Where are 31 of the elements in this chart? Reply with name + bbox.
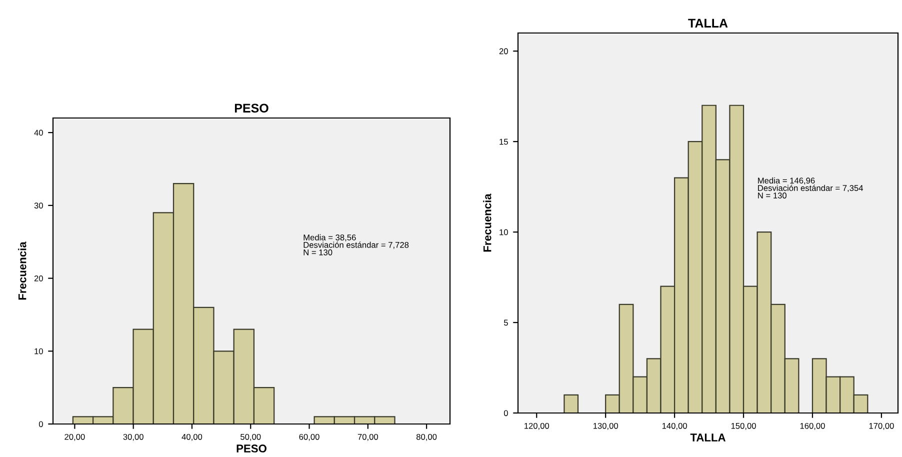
- x-tick-label: 50,00: [240, 434, 261, 441]
- y-axis-title: Frecuencia: [483, 194, 492, 252]
- y-tick-label: 0: [504, 410, 508, 416]
- x-tick-label: 20,00: [64, 434, 85, 441]
- x-tick-label: 120,00: [524, 422, 550, 430]
- y-tick-label: 5: [504, 320, 508, 326]
- y-tick-label: 10: [500, 229, 508, 236]
- x-tick-label: 130,00: [593, 422, 618, 430]
- x-tick-label: 30,00: [123, 434, 144, 441]
- y-tick-label: 0: [38, 421, 43, 428]
- chart-title: PESO: [234, 104, 268, 113]
- y-tick-label: 20: [499, 48, 508, 54]
- x-tick-label: 60,00: [299, 434, 320, 441]
- x-tick-label: 40,00: [182, 434, 202, 441]
- y-tick-label: 20: [34, 275, 43, 282]
- y-axis-title: Frecuencia: [18, 242, 26, 300]
- annotation: Media = 146,96 Desviación estándar = 7,354 N = 130: [758, 177, 864, 198]
- x-axis-title: TALLA: [690, 434, 726, 442]
- x-tick-label: 150,00: [731, 422, 756, 430]
- y-tick-label: 10: [34, 348, 43, 354]
- x-axis-title: PESO: [236, 444, 266, 452]
- x-tick-label: 160,00: [800, 422, 825, 430]
- x-tick-label: 140,00: [662, 422, 687, 430]
- chart-title: TALLA: [688, 18, 728, 28]
- x-tick-label: 70,00: [358, 434, 378, 441]
- x-tick-label: 80,00: [416, 434, 437, 441]
- annotation: Media = 38,56 Desviación estándar = 7,728 N = 130: [304, 234, 409, 256]
- x-tick-label: 170,00: [869, 422, 894, 430]
- y-tick-label: 30: [34, 202, 43, 209]
- y-tick-label: 40: [34, 130, 43, 136]
- y-tick-label: 15: [500, 138, 508, 145]
